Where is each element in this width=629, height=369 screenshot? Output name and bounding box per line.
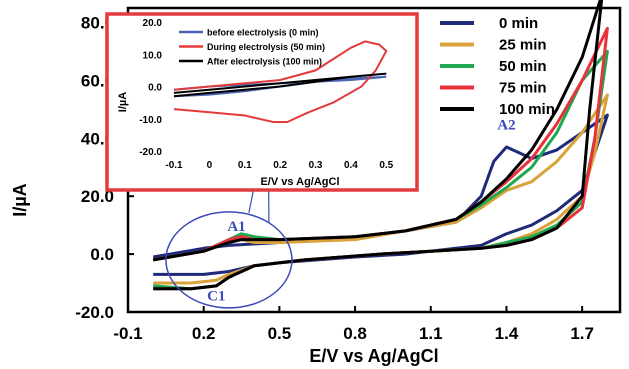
inset-legend-label: before electrolysis (0 min) — [207, 28, 319, 38]
annotation-A1: A1 — [227, 219, 245, 235]
legend-label: 0 min — [499, 15, 538, 32]
legend-label: 75 min — [499, 80, 547, 97]
x-tick-label: 0.8 — [343, 324, 367, 343]
inset-y-tick-label: -10.0 — [139, 115, 162, 126]
inset-y-axis-label: I/µA — [117, 92, 129, 112]
inset-y-tick-label: 10.0 — [143, 50, 163, 61]
main-annotations: A1 C1 A2 — [165, 115, 516, 309]
inset-y-tick-label: 0.0 — [148, 83, 162, 94]
inset-legend-label: During electrolysis (50 min) — [207, 42, 325, 52]
inset-series-line — [173, 72, 387, 98]
inset-y-tick-label: 20.0 — [143, 18, 163, 29]
inset-x-tick-label: 0.1 — [238, 160, 252, 171]
x-tick-label: 1.1 — [419, 324, 443, 343]
main-legend: 0 min 25 min 50 min 75 min 100 min — [440, 15, 555, 118]
annotation-C1: C1 — [207, 288, 225, 304]
highlight-ellipse — [165, 211, 293, 309]
x-tick-label: 1.4 — [495, 324, 519, 343]
x-tick-label: -0.1 — [113, 324, 142, 343]
inset-chart: 20.0 10.0 0.0 -10.0 -20.0-0.1 0 0.1 0.2 0.3 0.4 0.… — [105, 12, 419, 192]
inset-x-tick-label: 0.4 — [344, 160, 358, 171]
inset-x-axis-label: E/V vs Ag/AgCl — [260, 176, 339, 188]
inset-legend-label: After electrolysis (100 min) — [207, 57, 322, 67]
y-tick-label: 20.0 — [81, 187, 114, 206]
x-tick-label: 1.7 — [570, 324, 594, 343]
legend-label: 100 min — [499, 101, 555, 118]
inset-x-tick-label: -0.1 — [165, 160, 183, 171]
inset-x-tick-label: 0.3 — [309, 160, 323, 171]
inset-frame — [105, 12, 419, 192]
x-tick-label: 0.2 — [192, 324, 216, 343]
y-axis-label: I/µA — [10, 183, 30, 216]
inset-series-line — [173, 75, 387, 98]
series-100-min — [152, 0, 604, 291]
inset-x-tick-label: 0.5 — [379, 160, 393, 171]
legend-label: 50 min — [499, 58, 547, 75]
y-tick-label: 0.0 — [90, 245, 114, 264]
inset-x-tick-label: 0 — [207, 160, 213, 171]
series-line — [152, 0, 604, 291]
main-series-group — [152, 0, 609, 291]
inset-y-tick-label: -20.0 — [139, 147, 162, 158]
legend-label: 25 min — [499, 37, 547, 54]
inset-series-line — [173, 40, 388, 123]
y-tick-label: -20.0 — [75, 303, 114, 322]
x-tick-label: 0.5 — [268, 324, 292, 343]
x-axis-label: E/V vs Ag/AgCl — [309, 346, 438, 366]
inset-x-tick-label: 0.2 — [273, 160, 287, 171]
annotation-A2: A2 — [497, 118, 515, 134]
